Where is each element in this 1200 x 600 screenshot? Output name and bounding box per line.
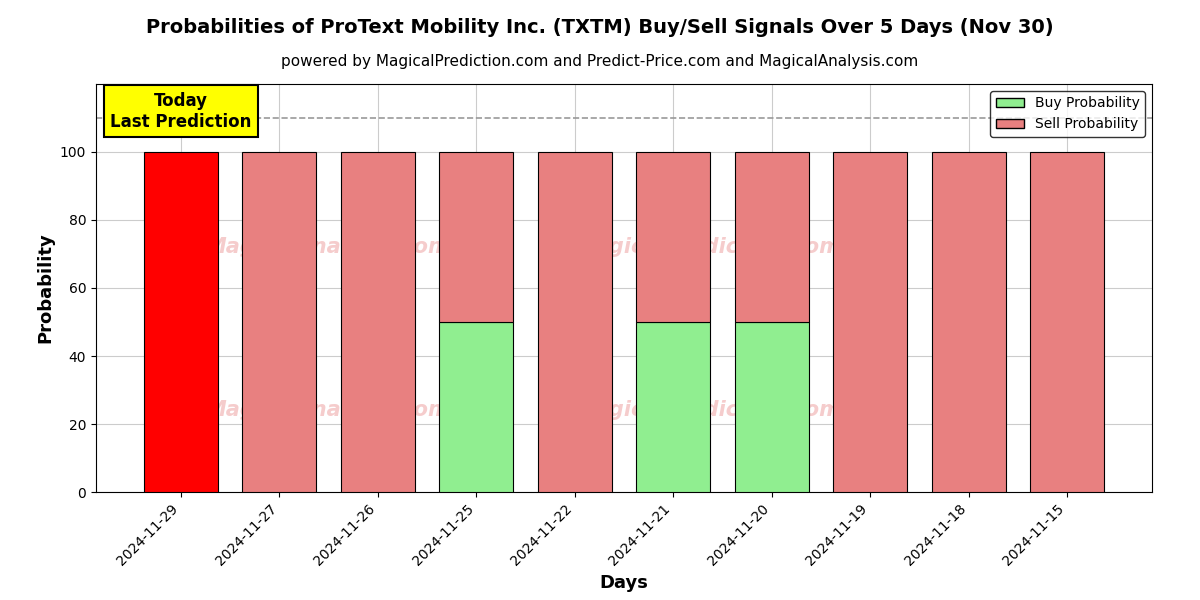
Bar bbox=[439, 322, 514, 492]
Bar bbox=[833, 152, 907, 492]
Bar bbox=[734, 152, 809, 322]
Bar bbox=[242, 152, 317, 492]
Text: Probabilities of ProText Mobility Inc. (TXTM) Buy/Sell Signals Over 5 Days (Nov : Probabilities of ProText Mobility Inc. (… bbox=[146, 18, 1054, 37]
Y-axis label: Probability: Probability bbox=[36, 233, 54, 343]
Text: MagicalAnalysis.com: MagicalAnalysis.com bbox=[206, 237, 451, 257]
Legend: Buy Probability, Sell Probability: Buy Probability, Sell Probability bbox=[990, 91, 1145, 137]
Text: Today
Last Prediction: Today Last Prediction bbox=[110, 92, 252, 131]
Text: MagicalPrediction.com: MagicalPrediction.com bbox=[575, 400, 842, 421]
Bar bbox=[931, 152, 1006, 492]
Bar bbox=[636, 322, 710, 492]
X-axis label: Days: Days bbox=[600, 574, 648, 592]
Bar bbox=[341, 152, 415, 492]
Bar bbox=[538, 152, 612, 492]
Bar bbox=[439, 152, 514, 322]
Bar bbox=[636, 152, 710, 322]
Text: powered by MagicalPrediction.com and Predict-Price.com and MagicalAnalysis.com: powered by MagicalPrediction.com and Pre… bbox=[281, 54, 919, 69]
Text: MagicalPrediction.com: MagicalPrediction.com bbox=[575, 237, 842, 257]
Bar bbox=[144, 152, 218, 492]
Bar bbox=[734, 322, 809, 492]
Bar bbox=[1030, 152, 1104, 492]
Text: MagicalAnalysis.com: MagicalAnalysis.com bbox=[206, 400, 451, 421]
